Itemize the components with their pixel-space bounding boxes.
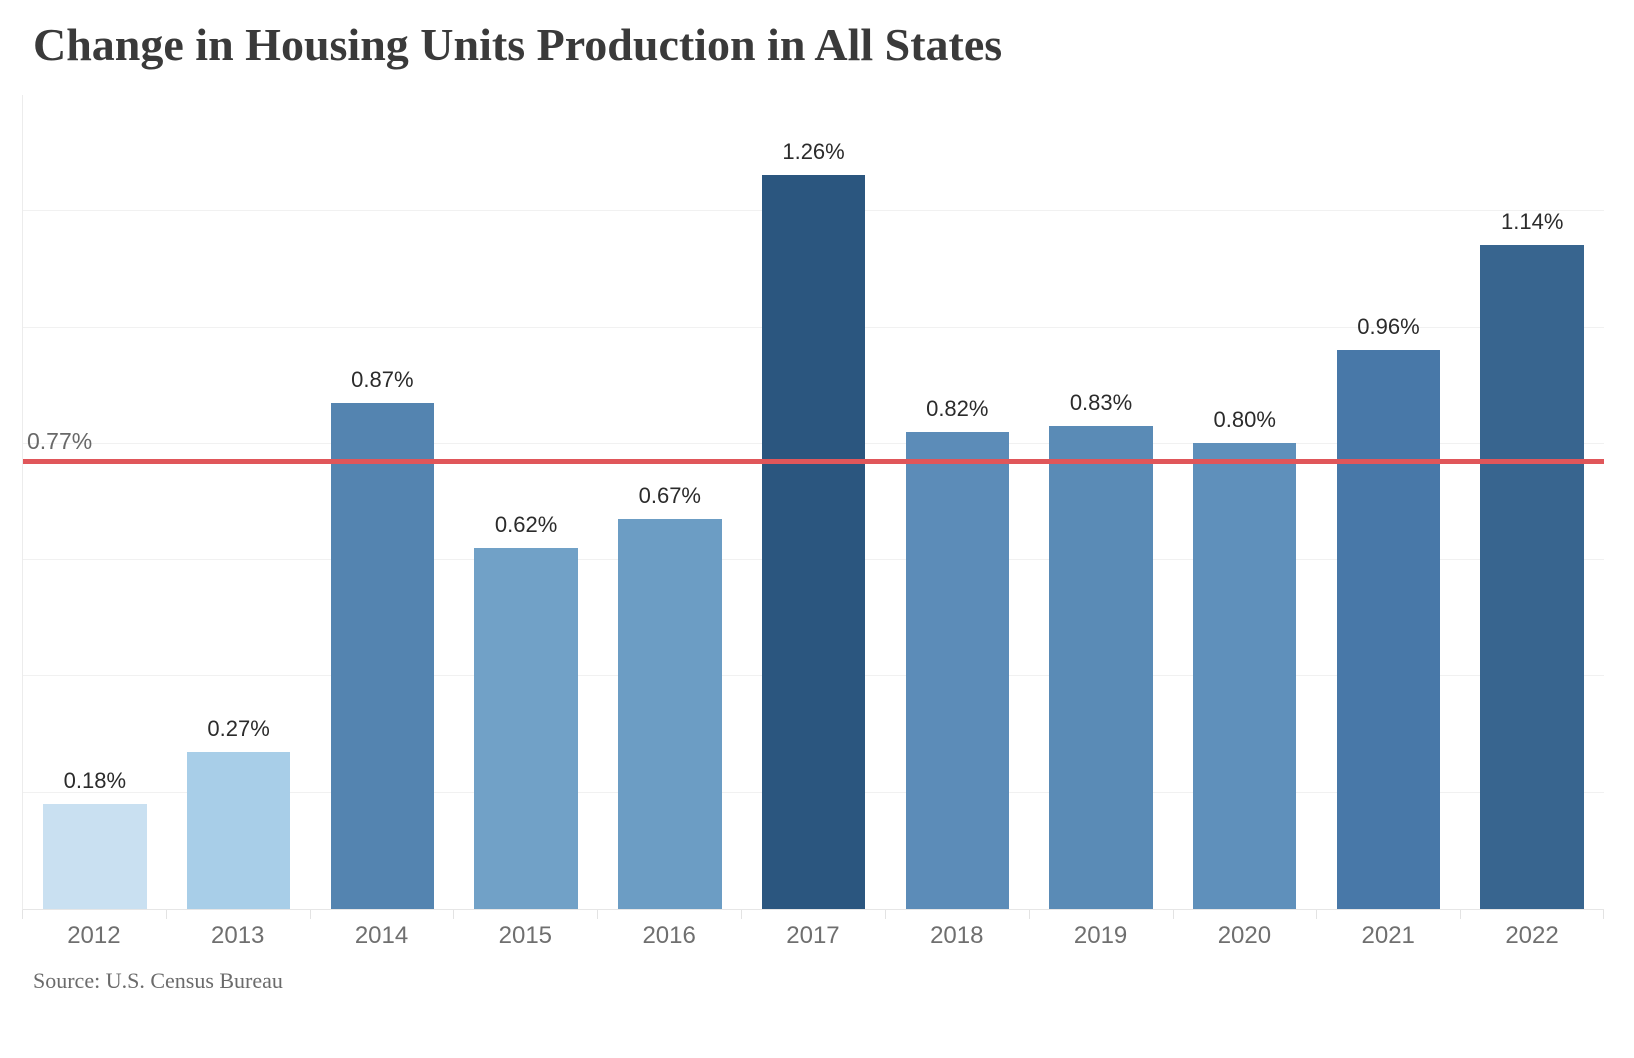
bar-column-2012: 0.18% [23,95,167,909]
x-axis-tick [884,910,886,919]
bar-2015[interactable] [474,548,578,909]
bar-value-label-2021: 0.96% [1357,314,1420,339]
bar-value-label-2020: 0.80% [1213,407,1276,432]
bar-value-label-2022: 1.14% [1501,209,1564,234]
bar-column-2016: 0.67% [598,95,742,909]
x-axis-label-2017: 2017 [786,922,840,949]
bar-2016[interactable] [618,519,722,909]
source-note: Source: U.S. Census Bureau [33,968,283,993]
x-axis-label-2012: 2012 [67,922,121,949]
x-axis-tick [597,910,599,919]
x-axis-label-2014: 2014 [354,922,409,949]
bar-2019[interactable] [1049,426,1153,909]
bar-column-2020: 0.80% [1173,95,1317,909]
bar-2022[interactable] [1480,245,1584,909]
bar-2017[interactable] [761,175,866,909]
x-axis-tick [165,910,167,919]
x-axis-label-2020: 2020 [1217,922,1272,949]
bar-2014[interactable] [330,403,435,909]
bar-2021[interactable] [1336,350,1441,909]
x-axis-tick [453,910,455,919]
x-axis-tick [22,910,23,919]
bar-value-label-2019: 0.83% [1069,390,1133,415]
x-axis-label-2015: 2015 [498,922,553,949]
bar-column-2015: 0.62% [454,95,598,909]
bar-column-2017: 1.26% [742,95,886,909]
bar-2020[interactable] [1193,443,1297,909]
x-axis-tick [1172,910,1174,919]
bar-value-label-2012: 0.18% [63,768,127,793]
bar-column-2019: 0.83% [1029,95,1173,909]
x-axis-label-2013: 2013 [211,922,265,949]
chart-title: Change in Housing Units Production in Al… [33,19,1003,70]
x-axis-label-2021: 2021 [1361,922,1415,949]
bar-column-2022: 1.14% [1460,95,1604,909]
x-axis-tick [309,910,311,919]
x-axis-label-2016: 2016 [642,922,696,949]
bar-2012[interactable] [43,804,147,909]
reference-line [23,459,1604,465]
x-axis-label-2018: 2018 [930,922,984,949]
bar-value-label-2018: 0.82% [926,396,989,421]
bar-value-label-2016: 0.67% [638,483,701,508]
x-axis-tick [1603,910,1604,919]
plot-area: 0.18% 0.27% 0.87% 0.62% 0.67% 1.26% 0.82% 0.83%… [22,95,1604,910]
x-axis-tick [741,910,743,919]
bar-value-label-2014: 0.87% [351,367,414,392]
bar-value-label-2013: 0.27% [207,716,270,741]
bar-2013[interactable] [186,752,291,909]
bar-column-2013: 0.27% [167,95,311,909]
x-axis-label-2022: 2022 [1505,922,1559,949]
x-axis-labels: 2012 2013 2014 2015 2016 2017 2018 2019 2020 2021… [22,910,1604,962]
reference-line-label: 0.77% [27,428,93,455]
x-axis-tick [1316,910,1318,919]
bar-column-2014: 0.87% [310,95,454,909]
bar-value-label-2017: 1.26% [782,139,845,164]
bar-column-2018: 0.82% [885,95,1029,909]
bar-series: 0.18% 0.27% 0.87% 0.62% 0.67% 1.26% 0.82% 0.83%… [23,95,1604,909]
x-axis-tick [1028,910,1030,919]
bar-value-label-2015: 0.62% [494,512,558,537]
bar-column-2021: 0.96% [1317,95,1461,909]
bar-2018[interactable] [905,432,1010,909]
x-axis-label-2019: 2019 [1073,922,1128,949]
x-axis-tick [1460,910,1462,919]
x-axis: 2012 2013 2014 2015 2016 2017 2018 2019 2020 2021… [22,910,1604,962]
